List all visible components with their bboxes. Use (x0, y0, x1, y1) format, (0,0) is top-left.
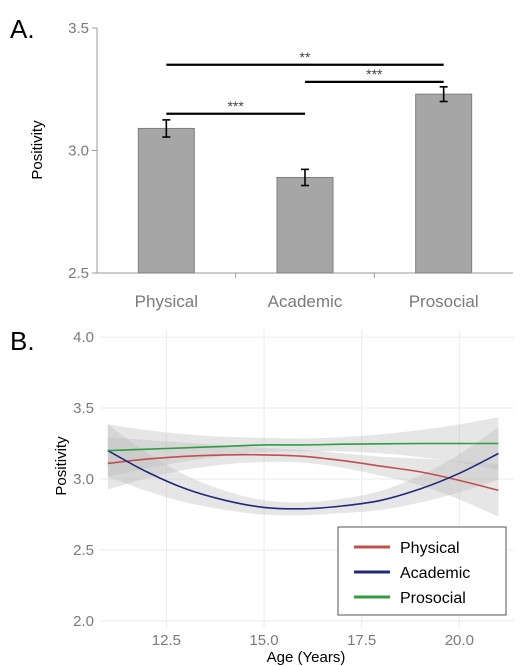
legend-label-physical: Physical (400, 540, 460, 557)
panel-a-x-tick-label: Prosocial (409, 292, 479, 311)
confidence-band-prosocial (107, 417, 499, 477)
panel-a-y-axis-title: Positivity (29, 120, 46, 180)
panel-b-label: B. (10, 326, 35, 356)
confidence-band-physical (107, 437, 499, 517)
bar-prosocial (415, 93, 473, 274)
panel-b-y-tick-label: 2.0 (73, 613, 94, 630)
panel-a-bar-chart: A. Positivity 2.5 3.0 3.5 Physical Academic P… (10, 14, 513, 311)
panel-b-series-lines (107, 442, 499, 510)
significance-label: *** (366, 66, 383, 82)
panel-b-x-tick-label: 12.5 (152, 632, 181, 649)
panel-b-y-axis-title: Positivity (53, 436, 70, 496)
panel-b-line-chart: B. Positivity Age (Years) 2.0 2.5 3.0 3.5 4.… (10, 326, 514, 666)
panel-a-bars (137, 86, 473, 274)
panel-a-y-tick-label: 3.0 (68, 143, 89, 160)
panel-b-legend: Physical Academic Prosocial (337, 526, 507, 616)
panel-b-ticks: 2.0 2.5 3.0 3.5 4.0 12.5 15.0 17.5 20.0 (73, 329, 474, 649)
panel-b-x-tick-label: 15.0 (249, 632, 278, 649)
panel-b-y-tick-label: 3.0 (73, 471, 94, 488)
bar-academic (276, 176, 334, 274)
panel-b-confidence-bands (107, 417, 499, 517)
panel-a-y-tick-label: 2.5 (68, 265, 89, 282)
panel-b-x-tick-label: 17.5 (347, 632, 376, 649)
panel-b-x-tick-label: 20.0 (445, 632, 474, 649)
panel-a-y-tick-label: 3.5 (68, 20, 89, 37)
significance-label: ** (300, 49, 311, 65)
panel-a-significance: ******** (166, 49, 444, 115)
panel-b-y-tick-label: 3.5 (73, 400, 94, 417)
significance-label: *** (227, 98, 244, 114)
confidence-band-academic (107, 424, 499, 516)
legend-label-prosocial: Prosocial (400, 590, 466, 607)
bar-physical (137, 127, 195, 274)
panel-b-y-tick-label: 4.0 (73, 329, 94, 346)
panel-a-x-tick-label: Academic (268, 292, 343, 311)
panel-b-y-tick-label: 2.5 (73, 542, 94, 559)
series-line-academic (107, 449, 499, 510)
panel-a-x-tick-label: Physical (135, 292, 198, 311)
panel-a-label: A. (10, 14, 35, 44)
panel-b-x-axis-title: Age (Years) (267, 649, 346, 666)
legend-label-academic: Academic (400, 565, 470, 582)
panel-a-axes: 2.5 3.0 3.5 Physical Academic Prosocial (68, 20, 513, 311)
series-line-prosocial (107, 442, 499, 452)
series-line-physical (107, 453, 499, 492)
